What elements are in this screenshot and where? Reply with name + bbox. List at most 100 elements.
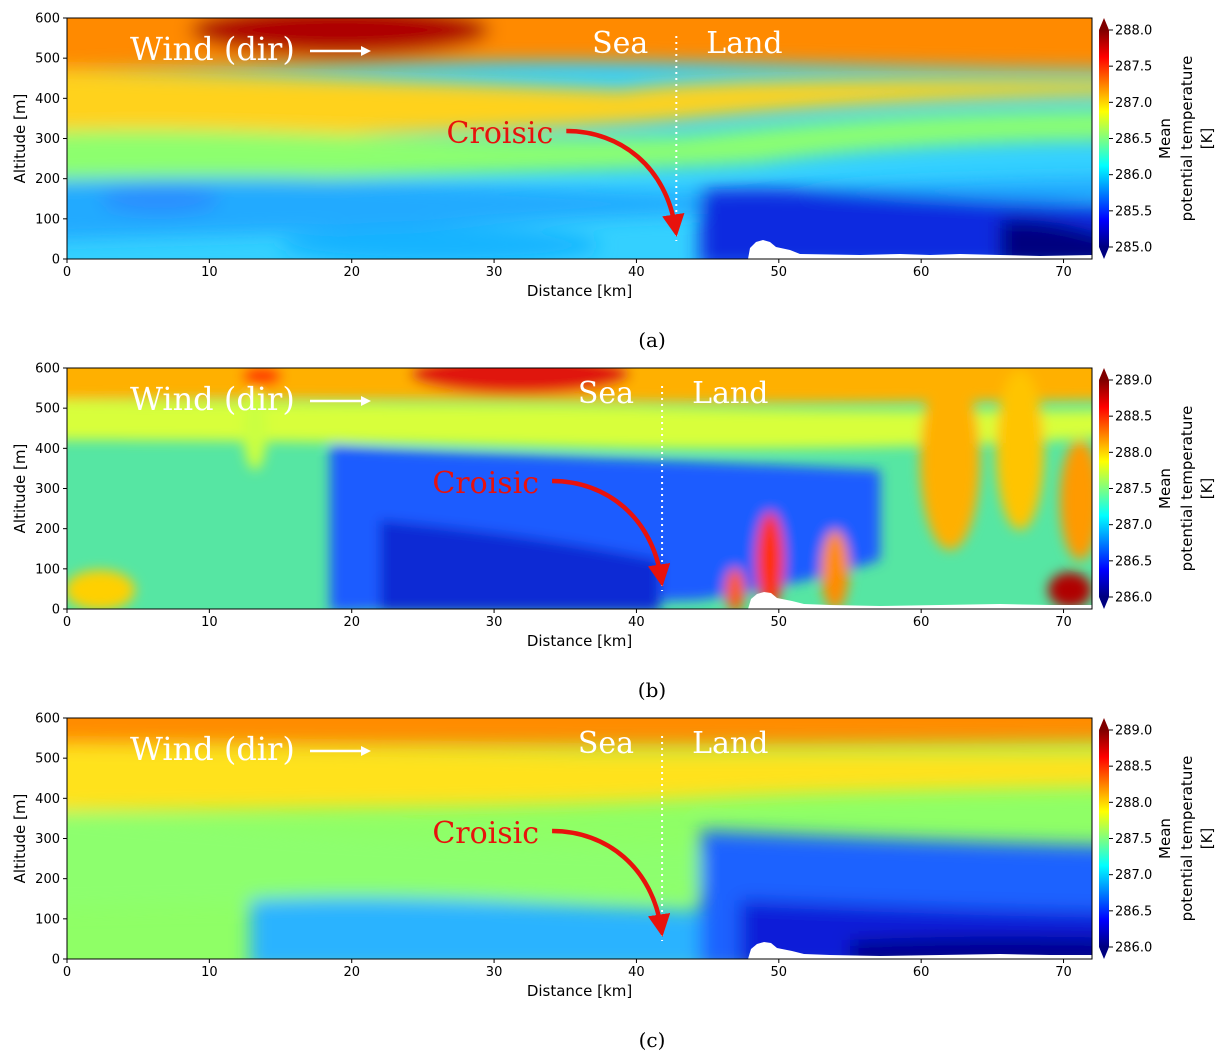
wind-label: Wind (dir) [130,730,295,768]
colorbar-label: [K] [1198,828,1216,850]
colorbar-extend-min [1099,247,1109,259]
wind-label: Wind (dir) [130,30,295,68]
heatmap-field [67,718,1092,959]
x-tick-label: 30 [486,965,503,980]
x-tick-label: 50 [771,965,788,980]
y-tick-label: 100 [35,912,60,927]
y-tick-label: 200 [35,872,60,887]
y-tick-label: 300 [35,832,60,847]
colorbar-tick-label: 286.5 [1115,554,1152,569]
colorbar-label: potential temperature [1178,756,1196,922]
colorbar-tick-label: 286.5 [1115,132,1152,147]
wind-label: Wind (dir) [130,380,295,418]
x-axis-label: Distance [km] [527,282,632,300]
colorbar-label: Mean [1156,818,1174,859]
colorbar-label: potential temperature [1178,56,1196,222]
colorbar-tick-label: 287.5 [1115,482,1152,497]
colorbar-label: [K] [1198,478,1216,500]
colorbar-label: potential temperature [1178,406,1196,572]
x-tick-label: 70 [1055,265,1072,280]
land-label: Land [706,26,782,61]
colorbar-label: [K] [1198,128,1216,150]
colorbar-tick-label: 286.0 [1115,941,1152,956]
x-tick-label: 20 [343,615,360,630]
land-label: Land [692,726,768,761]
colorbar-tick-label: 285.0 [1115,241,1152,256]
x-tick-label: 0 [63,965,71,980]
y-tick-label: 600 [35,12,60,27]
x-tick-label: 40 [628,265,645,280]
y-tick-label: 400 [35,92,60,107]
x-tick-label: 0 [63,615,71,630]
colorbar-tick-label: 288.0 [1115,446,1152,461]
y-tick-label: 0 [52,953,60,968]
y-axis-label: Altitude [m] [11,444,29,534]
colorbar-tick-label: 288.0 [1115,24,1152,39]
x-tick-label: 50 [771,615,788,630]
colorbar-tick-label: 288.5 [1115,760,1152,775]
y-tick-label: 200 [35,172,60,187]
x-tick-label: 20 [343,265,360,280]
croisic-label: Croisic [432,816,539,851]
y-tick-label: 100 [35,562,60,577]
colorbar-tick-label: 287.5 [1115,832,1152,847]
x-tick-label: 10 [201,965,218,980]
colorbar-tick-label: 287.0 [1115,868,1152,883]
colorbar-label: Mean [1156,118,1174,159]
y-tick-label: 500 [35,402,60,417]
colorbar-extend-max [1099,368,1109,380]
colorbar-label: Mean [1156,468,1174,509]
x-tick-label: 40 [628,965,645,980]
y-tick-label: 300 [35,482,60,497]
x-tick-label: 70 [1055,965,1072,980]
panel-c [66,717,1093,960]
sea-label: Sea [592,26,648,61]
heatmap-field [67,368,1092,609]
x-tick-label: 20 [343,965,360,980]
croisic-arrow [566,128,685,237]
colorbar-extend-min [1099,947,1109,959]
x-tick-label: 60 [913,615,930,630]
colorbar-extend-max [1099,18,1109,30]
colorbar-tick-label: 289.0 [1115,374,1152,389]
y-axis-label: Altitude [m] [11,794,29,884]
croisic-arrow [552,478,671,587]
x-tick-label: 30 [486,265,503,280]
x-axis-label: Distance [km] [527,632,632,650]
colorbar-tick-label: 285.5 [1115,204,1152,219]
colorbar-tick-label: 286.0 [1115,591,1152,606]
x-axis-label: Distance [km] [527,982,632,1000]
colorbar-tick-label: 287.5 [1115,60,1152,75]
y-axis-label: Altitude [m] [11,94,29,184]
croisic-arrow [552,828,671,937]
x-tick-label: 10 [201,615,218,630]
colorbar-tick-label: 287.0 [1115,518,1152,533]
y-tick-label: 300 [35,132,60,147]
x-tick-label: 30 [486,615,503,630]
y-tick-label: 600 [35,712,60,727]
y-tick-label: 500 [35,52,60,67]
colorbar-extend-max [1099,718,1109,730]
colorbar-tick-label: 288.0 [1115,796,1152,811]
x-tick-label: 40 [628,615,645,630]
colorbar [1099,730,1109,947]
panel-caption: (b) [638,678,666,702]
colorbar-tick-label: 286.5 [1115,904,1152,919]
x-tick-label: 0 [63,265,71,280]
y-tick-label: 500 [35,752,60,767]
croisic-label: Croisic [432,466,539,501]
x-tick-label: 60 [913,265,930,280]
colorbar-tick-label: 286.0 [1115,168,1152,183]
y-tick-label: 400 [35,792,60,807]
colorbar-tick-label: 288.5 [1115,410,1152,425]
y-tick-label: 200 [35,522,60,537]
colorbar [1099,380,1109,597]
heatmap-field [67,18,1092,259]
panel-a [66,17,1093,260]
croisic-label: Croisic [447,116,554,151]
colorbar-extend-min [1099,597,1109,609]
colorbar-tick-label: 287.0 [1115,96,1152,111]
sea-label: Sea [578,376,634,411]
colorbar [1099,30,1109,247]
colorbar-tick-label: 289.0 [1115,724,1152,739]
